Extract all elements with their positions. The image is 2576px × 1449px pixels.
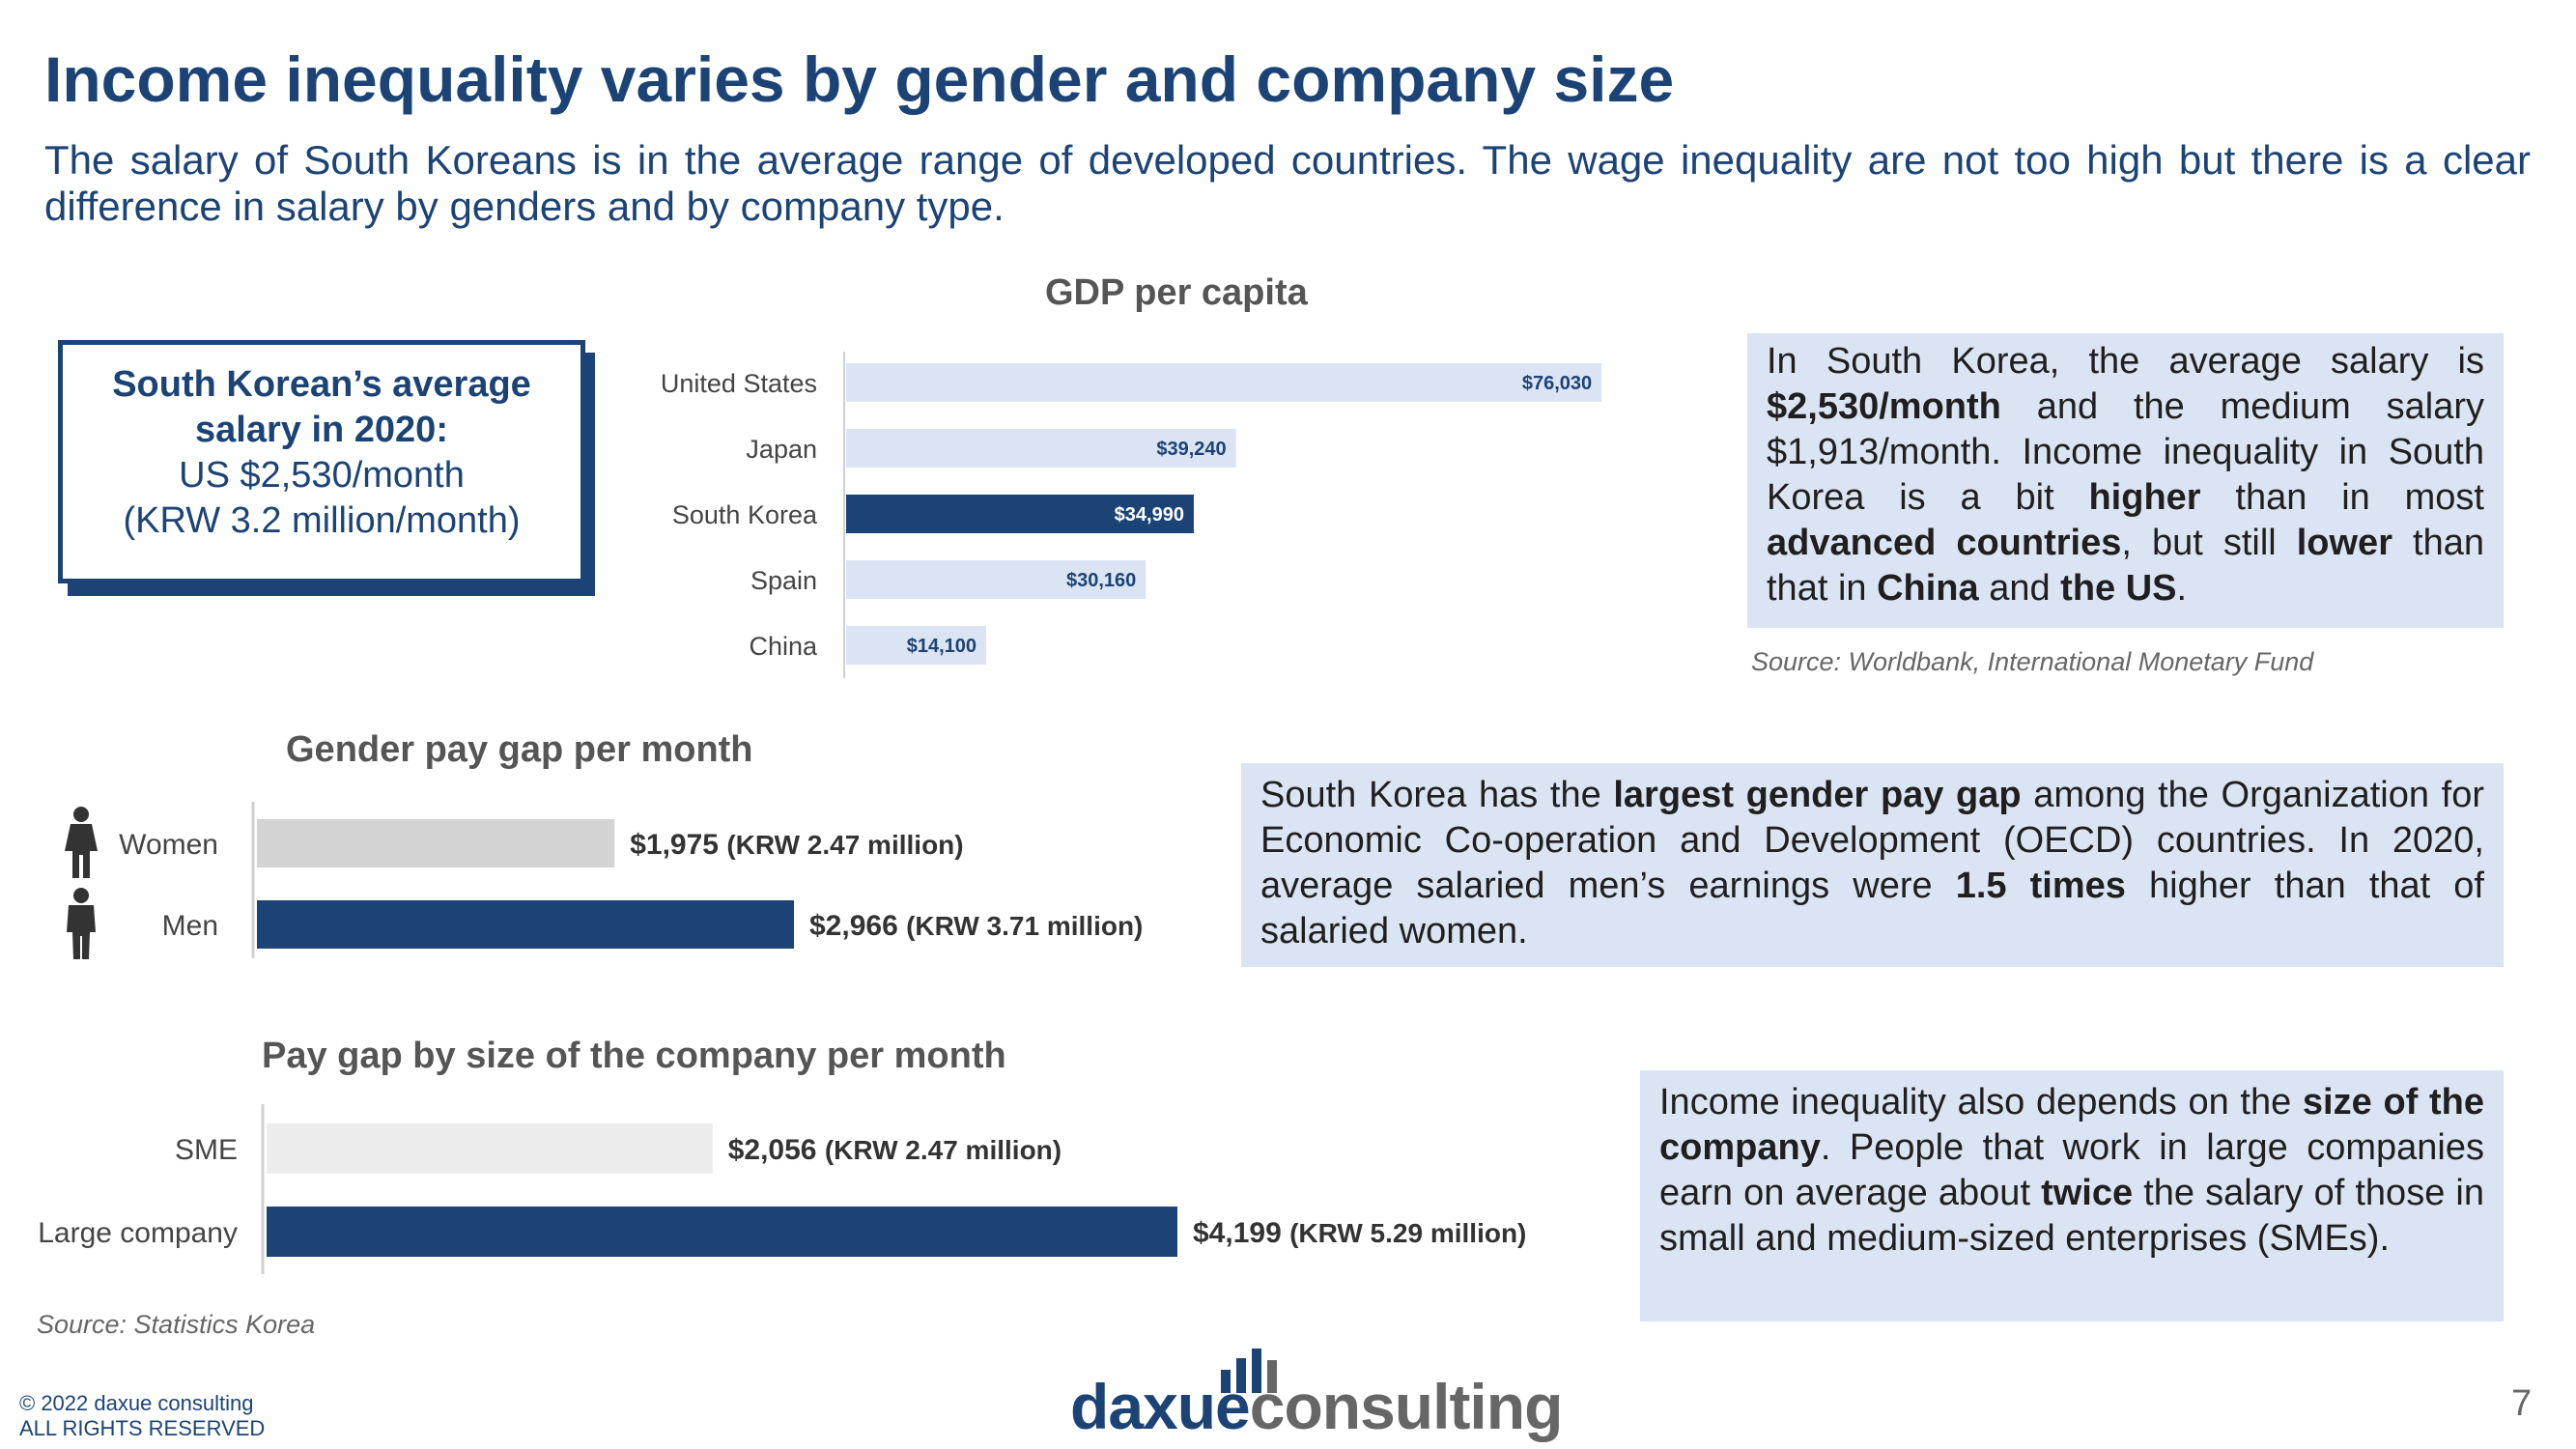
gender-bar-women [257,819,615,867]
gdp-info-box: In South Korea, the average salary is $2… [1747,333,2504,628]
gdp-info-text-1: $2,530/month [1767,386,2001,427]
callout-line-4: (KRW 3.2 million/month) [123,500,521,541]
gdp-bar-japan [846,429,1236,468]
company-category-sme: SME [175,1134,238,1166]
company-value-sub-sme: (KRW 2.47 million) [825,1135,1062,1165]
woman-icon [65,807,98,878]
gdp-category-spain: Spain [750,566,817,595]
gdp-chart-title: GDP per capita [1045,272,1308,313]
company-bar-sme [267,1123,713,1174]
gender-info-text-3: 1.5 times [1955,866,2126,906]
logo-bars-icon [1221,1349,1277,1393]
gdp-value-china: $14,100 [907,636,977,657]
gender-category-women: Women [119,829,218,861]
gdp-category-united-states: United States [661,369,817,398]
logo-daxue: daxue [1070,1371,1251,1442]
gdp-value-spain: $30,160 [1066,570,1136,591]
gdp-info-text-9: China [1877,568,1979,609]
gender-chart-title: Gender pay gap per month [286,729,753,770]
gdp-value-united-states: $76,030 [1522,373,1592,394]
footer-copyright: © 2022 daxue consulting ALL RIGHTS RESER… [19,1391,265,1441]
gender-value-women: $1,975 (KRW 2.47 million) [630,829,963,861]
gender-info-text-4: higher than that of salaried women. [1260,866,2484,952]
company-chart: SME $2,056 (KRW 2.47 million) Large compan… [38,1104,1526,1274]
gender-info-text-1: largest gender pay gap [1613,775,2022,815]
company-value-main-sme: $2,056 [728,1134,825,1166]
gender-value-sub-women: (KRW 2.47 million) [726,830,963,860]
gdp-value-japan: $39,240 [1156,439,1226,460]
gdp-bar-united-states [846,363,1602,402]
gender-info-text-0: South Korea has the [1260,775,1614,815]
gdp-category-south-korea: South Korea [672,500,818,529]
gdp-info-text-0: In South Korea, the average salary is [1767,341,2484,382]
statistics-source: Source: Statistics Korea [37,1310,316,1339]
callout-line-1: South Korean’s average [112,364,531,405]
company-value-large-company: $4,199 (KRW 5.29 million) [1193,1217,1526,1249]
company-value-sme: $2,056 (KRW 2.47 million) [728,1134,1062,1166]
company-info-text-2: . People that work in large companies ea… [1659,1127,2484,1213]
gdp-info-text-4: than in most [2200,477,2484,518]
company-info-text-0: Income inequality also depends on the [1659,1082,2303,1122]
gdp-info-text-5: advanced countries [1767,523,2122,563]
gdp-category-japan: Japan [746,435,817,464]
gdp-chart: United States $76,030 Japan $39,240 South Ko… [661,352,1602,678]
gdp-bar-south-korea [846,495,1194,533]
gdp-category-china: China [749,632,818,661]
company-info-box: Income inequality also depends on the si… [1640,1070,2504,1321]
company-info-text-1: size of the company [1659,1082,2484,1168]
gender-value-sub-men: (KRW 3.71 million) [906,911,1143,941]
salary-callout: South Korean’s average salary in 2020: U… [58,340,585,583]
gdp-info-text-6: , but still [2121,523,2297,563]
man-icon [67,888,96,959]
company-category-large-company: Large company [38,1217,238,1249]
gdp-value-south-korea: $34,990 [1115,504,1184,526]
gdp-bar-china [846,626,987,665]
page-number: 7 [2511,1383,2533,1424]
logo-consulting: consulting [1249,1371,1564,1442]
gdp-bar-spain [846,560,1146,599]
company-info-text-3: twice [2041,1173,2134,1213]
rights-text: ALL RIGHTS RESERVED [19,1416,266,1440]
callout-line-3: US $2,530/month [179,455,465,496]
gender-value-main-men: $2,966 [809,910,906,942]
slide-title: Income inequality varies by gender and c… [44,43,1675,115]
gender-info-text-2: among the Organization for Economic Co-o… [1260,775,2484,906]
copyright-text: © 2022 daxue consulting [19,1391,254,1415]
gender-info-box: South Korea has the largest gender pay g… [1241,763,2504,967]
company-logo: daxueconsulting [1070,1370,1564,1443]
slide-subtitle: The salary of South Koreans is in the av… [44,137,2531,229]
company-value-sub-large-company: (KRW 5.29 million) [1289,1218,1526,1248]
gdp-info-text-7: lower [2296,523,2392,563]
gender-bar-men [257,900,794,949]
gdp-info-text-12: . [2176,568,2188,609]
gdp-info-text-2: and the medium salary $1,913/month. Inco… [1767,386,2484,518]
gdp-source: Source: Worldbank, International Monetar… [1751,647,2314,676]
company-chart-title: Pay gap by size of the company per month [262,1036,1006,1076]
callout-line-2: salary in 2020: [195,410,448,450]
gender-chart: Women $1,975 (KRW 2.47 million) Men $2,966 … [65,802,1143,959]
company-info-text-4: the salary of those in small and medium-… [1659,1173,2484,1259]
gender-value-main-women: $1,975 [630,829,726,861]
gender-value-men: $2,966 (KRW 3.71 million) [809,910,1143,942]
gdp-info-text-3: higher [2088,477,2201,518]
gdp-info-text-8: than that in [1767,523,2484,609]
company-bar-large-company [267,1207,1177,1257]
gdp-info-text-10: and [1978,568,2061,609]
gdp-info-text-11: the US [2060,568,2177,609]
gender-category-men: Men [162,910,218,942]
company-value-main-large-company: $4,199 [1193,1217,1289,1249]
